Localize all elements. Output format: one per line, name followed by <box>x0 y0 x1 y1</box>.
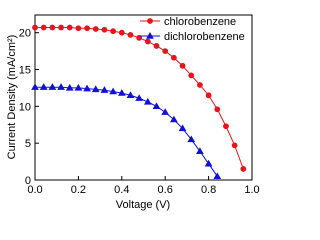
data-point <box>91 85 100 93</box>
data-point <box>146 31 154 39</box>
data-point <box>162 48 169 54</box>
data-point <box>196 147 204 154</box>
data-point <box>39 83 48 90</box>
data-point <box>214 106 221 113</box>
data-point <box>74 83 83 91</box>
data-point <box>57 83 65 90</box>
data-point <box>153 43 160 49</box>
data-point <box>58 24 64 31</box>
legend-label: dichlorobenzene <box>164 31 245 43</box>
y-axis-label: Current Density (mA/cm²) <box>6 35 18 160</box>
data-point <box>147 18 153 24</box>
y-tick-label: 0 <box>25 175 31 187</box>
x-tick-label: 1.0 <box>244 184 259 196</box>
data-point <box>31 83 39 90</box>
data-point <box>231 142 238 149</box>
y-tick-label: 20 <box>19 28 31 40</box>
data-point <box>205 92 212 99</box>
data-point <box>223 123 229 130</box>
data-point <box>75 25 82 32</box>
y-tick-label: 15 <box>19 65 31 77</box>
plot-frame <box>34 14 253 181</box>
data-point <box>84 25 90 32</box>
data-point <box>204 159 213 167</box>
x-tick-label: 0.4 <box>114 184 129 196</box>
data-point <box>49 24 56 31</box>
data-point <box>161 108 170 115</box>
data-point <box>143 97 152 105</box>
data-point <box>135 94 144 101</box>
data-point <box>48 83 57 90</box>
data-point <box>32 24 38 31</box>
y-tick-label: 10 <box>19 101 31 113</box>
data-point <box>144 38 151 45</box>
data-point <box>179 62 186 69</box>
x-tick-label: 0.0 <box>27 184 42 196</box>
data-point <box>178 124 187 132</box>
data-point <box>40 24 47 31</box>
data-point <box>170 115 178 123</box>
data-point <box>66 24 73 31</box>
data-point <box>197 82 203 88</box>
data-point <box>83 84 91 92</box>
data-point <box>65 83 74 91</box>
data-point <box>136 34 143 41</box>
data-point <box>240 166 247 172</box>
series-line <box>35 86 218 177</box>
data-point <box>109 87 117 95</box>
data-point <box>126 91 135 98</box>
x-axis-label: Voltage (V) <box>116 199 170 211</box>
data-point <box>100 86 109 93</box>
data-point <box>92 26 99 32</box>
data-point <box>152 102 161 110</box>
data-point <box>187 135 196 143</box>
data-point <box>188 72 195 79</box>
data-point <box>117 89 126 96</box>
data-point <box>110 28 117 35</box>
data-point <box>118 29 125 36</box>
chart: Voltage (V) Current Density (mA/cm²) 0.0… <box>6 14 260 211</box>
data-point <box>170 54 177 61</box>
legend-label: chlorobenzene <box>164 16 236 28</box>
y-tick-label: 5 <box>25 138 31 150</box>
x-tick-label: 0.6 <box>158 184 173 196</box>
x-tick-label: 0.8 <box>201 184 216 196</box>
data-point <box>213 172 222 180</box>
x-tick-label: 0.2 <box>71 184 86 196</box>
data-point <box>101 26 108 33</box>
data-point <box>127 31 134 38</box>
